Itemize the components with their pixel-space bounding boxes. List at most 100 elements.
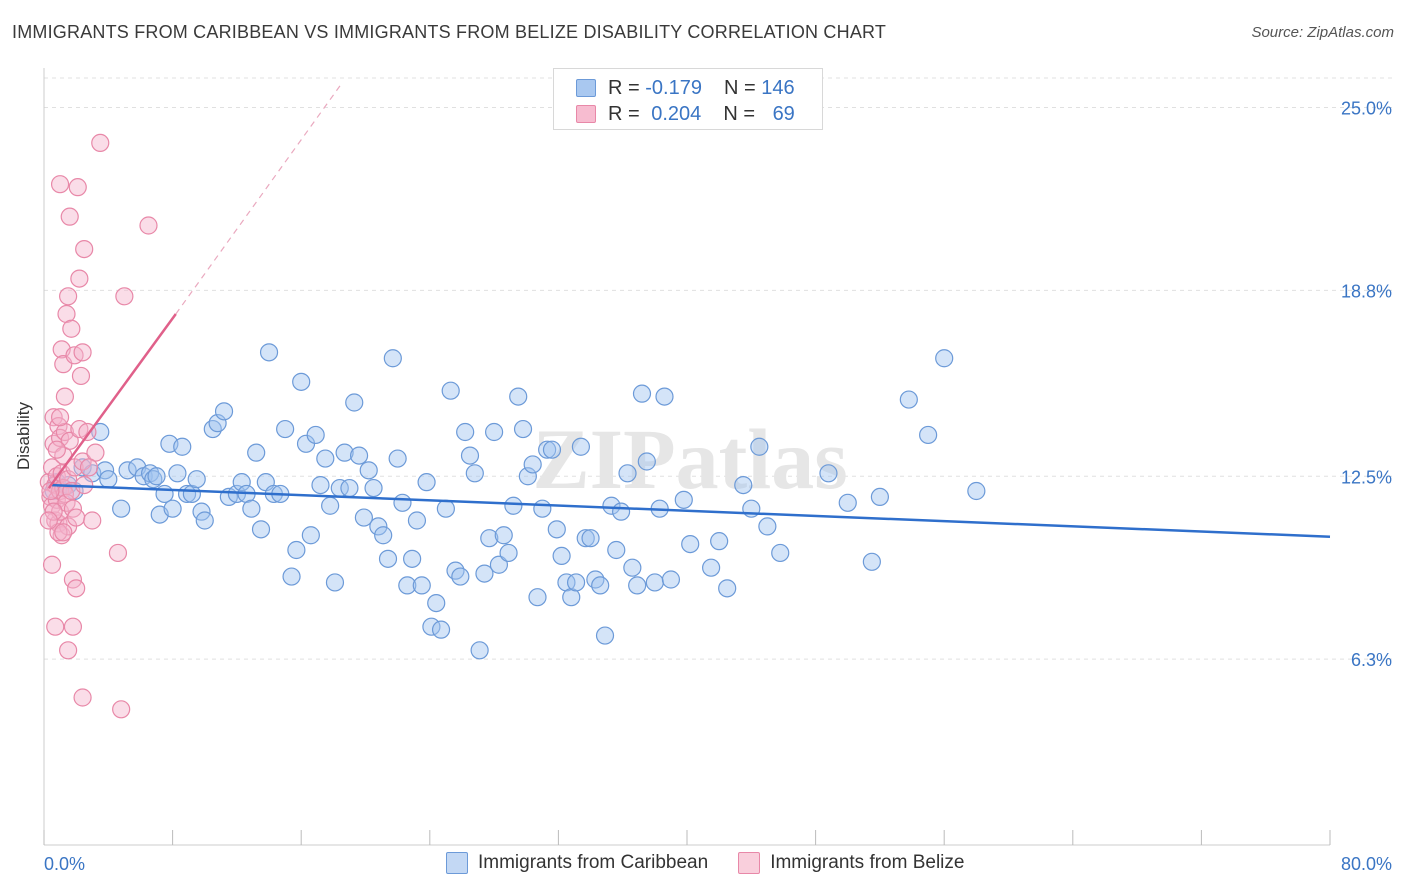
caribbean-point	[203, 419, 222, 439]
caribbean-point	[388, 449, 407, 468]
caribbean-point	[383, 349, 402, 368]
caribbean-point	[674, 490, 693, 509]
belize-point	[47, 440, 66, 459]
belize-point	[91, 133, 110, 152]
caribbean-point	[611, 502, 631, 521]
caribbean-point	[378, 549, 398, 568]
caribbean-point	[325, 573, 345, 592]
legend-r-label: R =	[608, 102, 640, 125]
legend-row-belize: R = 0.204 N = 69	[576, 102, 795, 126]
legend-r-label: R =	[608, 76, 640, 99]
belize-point	[73, 343, 92, 362]
caribbean-point	[259, 343, 279, 362]
caribbean-point	[681, 534, 700, 554]
caribbean-point	[168, 464, 187, 483]
caribbean-point	[163, 499, 182, 518]
legend-label-caribbean: Immigrants from Caribbean	[478, 852, 709, 873]
caribbean-point	[456, 422, 475, 442]
caribbean-point	[581, 529, 600, 548]
belize-point	[42, 555, 62, 574]
caribbean-point	[758, 517, 777, 536]
caribbean-point	[427, 593, 446, 613]
legend-swatch-belize	[738, 852, 761, 874]
watermark: ZIPatlas	[532, 411, 847, 507]
x-tick-label: 0.0%	[44, 854, 85, 874]
belize-point	[62, 319, 81, 338]
caribbean-point	[513, 419, 533, 439]
caribbean-point	[451, 567, 470, 586]
legend-r-value: -0.179	[645, 76, 702, 99]
caribbean-point	[542, 440, 562, 459]
caribbean-point	[251, 520, 271, 539]
caribbean-point	[509, 387, 528, 406]
data-points	[39, 133, 986, 719]
caribbean-point	[595, 626, 615, 645]
caribbean-point	[655, 387, 674, 406]
caribbean-point	[173, 437, 192, 456]
caribbean-point	[369, 517, 388, 536]
caribbean-point	[632, 384, 652, 403]
caribbean-point	[571, 437, 591, 456]
belize-point	[59, 287, 78, 306]
caribbean-point	[470, 641, 489, 660]
caribbean-point	[292, 372, 311, 391]
belize-point	[112, 700, 131, 719]
caribbean-point	[518, 467, 537, 486]
caribbean-point	[862, 552, 881, 571]
belize-point	[44, 502, 63, 521]
caribbean-point	[364, 478, 383, 498]
caribbean-point	[494, 526, 513, 545]
caribbean-point	[112, 499, 131, 518]
caribbean-point	[287, 540, 306, 560]
caribbean-point	[702, 558, 721, 577]
caribbean-point	[436, 499, 455, 518]
belize-point	[44, 408, 63, 427]
belize-point	[55, 387, 74, 406]
caribbean-point	[528, 588, 547, 607]
legend-row-caribbean: R = -0.179 N = 146	[576, 76, 795, 100]
belize-point	[60, 431, 79, 450]
belize-point	[67, 508, 86, 527]
legend-n-label: N =	[723, 76, 756, 99]
caribbean-trend-line	[51, 483, 1331, 538]
caribbean-point	[618, 464, 637, 483]
belize-trend-extension	[175, 83, 342, 315]
caribbean-point	[412, 576, 431, 595]
caribbean-point	[838, 493, 857, 512]
trend-lines	[47, 83, 1331, 538]
legend-swatch-belize	[576, 105, 596, 123]
caribbean-point	[935, 349, 954, 368]
caribbean-point	[552, 546, 571, 566]
legend-r-value: 0.204	[651, 102, 702, 125]
belize-point	[41, 481, 60, 501]
y-axis-label: Disability	[14, 401, 33, 470]
y-tick-label: 25.0%	[1341, 99, 1392, 119]
belize-point	[46, 617, 65, 636]
caribbean-point	[398, 576, 417, 595]
caribbean-point	[214, 402, 234, 421]
belize-point	[115, 287, 134, 306]
caribbean-point	[321, 496, 340, 515]
belize-point	[55, 422, 74, 442]
caribbean-point	[628, 576, 647, 595]
caribbean-point	[919, 425, 938, 445]
caribbean-point	[504, 496, 523, 515]
legend-label-belize: Immigrants from Belize	[770, 852, 965, 873]
correlation-legend: R = -0.179 N = 146 R = 0.204 N = 69	[553, 68, 823, 130]
y-tick-label: 18.8%	[1341, 281, 1392, 301]
belize-point	[60, 207, 79, 226]
belize-point	[50, 408, 70, 427]
caribbean-point	[431, 620, 451, 639]
caribbean-point	[591, 576, 610, 595]
caribbean-point	[480, 529, 499, 548]
caribbean-point	[489, 555, 509, 574]
tick-labels: 6.3% 12.5% 18.8% 25.0% 0.0% 80.0%	[44, 99, 1392, 875]
axes	[43, 68, 1331, 846]
belize-point	[139, 216, 158, 235]
caribbean-point	[586, 570, 605, 589]
caribbean-point	[441, 381, 460, 400]
caribbean-point	[345, 393, 364, 412]
caribbean-point	[734, 476, 753, 495]
caribbean-point	[311, 476, 330, 495]
caribbean-point	[316, 449, 335, 468]
